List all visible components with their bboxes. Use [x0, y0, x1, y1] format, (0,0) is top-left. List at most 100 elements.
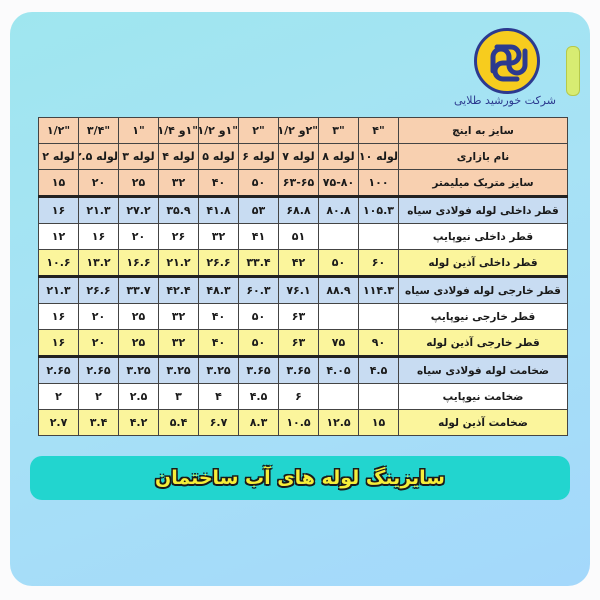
table-cell: ۱۶	[38, 303, 79, 330]
table-cell: ۱۰۰	[358, 169, 399, 198]
decorative-pill	[566, 46, 580, 96]
table-row: نام بازاری لوله ۱۰ لوله ۸ لوله ۷ لوله ۶ لوله …	[38, 143, 568, 170]
title-banner: سایزینگ لوله های آب ساختمان	[30, 456, 570, 500]
table-cell: ۵.۴	[158, 409, 199, 436]
table-cell: ۷۶.۱	[278, 276, 319, 304]
table-cell: لوله ۲	[38, 143, 79, 170]
table-cell: ۱۵	[358, 409, 399, 436]
company-name: شرکت خورشید طلایی	[454, 94, 556, 107]
table-cell: ۲۶.۶	[198, 249, 239, 278]
table-cell: ۶۰	[358, 249, 399, 278]
table-cell: ۱۰۵.۳	[358, 196, 399, 224]
table-cell: ۵۰	[318, 249, 359, 278]
table-cell: "۲و ۱/۲	[278, 117, 319, 144]
table-cell: ۸۰.۸	[318, 196, 359, 224]
table-cell: ۴۰	[198, 329, 239, 358]
table-cell: ۳.۲۵	[158, 356, 199, 384]
table-cell: ۵۰	[238, 303, 279, 330]
table-cell: لوله ۳	[118, 143, 159, 170]
row-label: قطر خارجی لوله فولادی سیاه	[398, 276, 568, 304]
table-cell: ۸.۳	[238, 409, 279, 436]
row-label: قطر داخلی لوله فولادی سیاه	[398, 196, 568, 224]
table-cell: ۳.۲۵	[198, 356, 239, 384]
table-cell: ۶۳	[278, 303, 319, 330]
table-cell: ۲.۷	[38, 409, 79, 436]
table-cell: ۴۱	[238, 223, 279, 250]
table-cell: "۱/۲	[38, 117, 79, 144]
table-cell: ۲۱.۲	[158, 249, 199, 278]
table-cell: ۴۰	[198, 169, 239, 198]
row-label: ضخامت نیوپایپ	[398, 383, 568, 410]
table-cell: ۹۰	[358, 329, 399, 358]
table-cell: ۳۲	[198, 223, 239, 250]
table-cell: لوله ۴	[158, 143, 199, 170]
table-cell: ۵۱	[278, 223, 319, 250]
table-cell: ۲۰	[78, 303, 119, 330]
table-row: سایز به اینچ "۴ "۳ "۲و ۱/۲ "۲ "۱و ۱/۲ "۱و ۱/۴ "…	[38, 117, 568, 144]
table-cell: ۱۶	[38, 329, 79, 358]
table-cell: ۲.۶۵	[78, 356, 119, 384]
table-cell: ۳۳.۷	[118, 276, 159, 304]
table-cell: ۶۰.۳	[238, 276, 279, 304]
table-cell: ۶۳-۶۵	[278, 169, 319, 198]
table-cell: لوله ۵	[198, 143, 239, 170]
table-cell: ۶.۷	[198, 409, 239, 436]
row-label: قطر خارجی آذین لوله	[398, 329, 568, 358]
table-cell: "۴	[358, 117, 399, 144]
table-cell: لوله ۶	[238, 143, 279, 170]
pipe-sizing-table: سایز به اینچ "۴ "۳ "۲و ۱/۲ "۲ "۱و ۱/۲ "۱و ۱/۴ "…	[38, 117, 568, 436]
table-cell: ۳	[158, 383, 199, 410]
table-cell: ۵۰	[238, 329, 279, 358]
table-cell: لوله ۷	[278, 143, 319, 170]
table-row: قطر خارجی نیوپایپ ۶۳ ۵۰ ۴۰ ۳۲ ۲۵ ۲۰ ۱۶	[38, 303, 568, 330]
table-cell: ۲۵	[118, 329, 159, 358]
table-cell: ۶	[278, 383, 319, 410]
table-row: قطر خارجی آذین لوله ۹۰ ۷۵ ۶۳ ۵۰ ۴۰ ۳۲ ۲۵ ۲۰ ۱۶	[38, 329, 568, 358]
row-label: ضخامت لوله فولادی سیاه	[398, 356, 568, 384]
table-row: قطر خارجی لوله فولادی سیاه ۱۱۴.۳ ۸۸.۹ ۷۶.۱ ۶…	[38, 276, 568, 304]
table-cell: ۴	[198, 383, 239, 410]
table-row: سایز متریک میلیمتر ۱۰۰ ۷۵-۸۰ ۶۳-۶۵ ۵۰ ۴۰ ۳۲ ۲۵ ۲…	[38, 169, 568, 198]
row-label: قطر داخلی نیوپایپ	[398, 223, 568, 250]
table-cell: "۲	[238, 117, 279, 144]
table-cell: ۲۷.۲	[118, 196, 159, 224]
table-cell: ۱۰.۵	[278, 409, 319, 436]
table-cell: ۴.۵	[358, 356, 399, 384]
table-cell: ۳۵.۹	[158, 196, 199, 224]
table-cell	[358, 303, 399, 330]
table-cell: ۶۳	[278, 329, 319, 358]
table-cell: ۲۰	[118, 223, 159, 250]
table-cell	[318, 303, 359, 330]
table-cell: ۳.۶۵	[278, 356, 319, 384]
table-cell: ۲۶.۶	[78, 276, 119, 304]
table-cell	[318, 383, 359, 410]
table-cell: ۲۰	[78, 169, 119, 198]
table-row: ضخامت لوله فولادی سیاه ۴.۵ ۴.۰۵ ۳.۶۵ ۳.۶۵ ۳.۲…	[38, 356, 568, 384]
table-cell: ۲۰	[78, 329, 119, 358]
table-cell: ۸۸.۹	[318, 276, 359, 304]
table-cell: ۲۵	[118, 169, 159, 198]
table-cell: ۵۳	[238, 196, 279, 224]
table-cell: ۴.۰۵	[318, 356, 359, 384]
table-cell: "۱و ۱/۲	[198, 117, 239, 144]
table-cell: ۴.۵	[238, 383, 279, 410]
table-cell: ۲	[78, 383, 119, 410]
table-cell: ۴.۲	[118, 409, 159, 436]
table-cell: "۳	[318, 117, 359, 144]
table-cell: ۱۵	[38, 169, 79, 198]
table-cell: ۲۱.۳	[38, 276, 79, 304]
table-cell: لوله ۱۰	[358, 143, 399, 170]
table-cell: ۴۱.۸	[198, 196, 239, 224]
table-cell	[358, 223, 399, 250]
table-cell: ۴۲.۴	[158, 276, 199, 304]
table-cell: ۱۶.۶	[118, 249, 159, 278]
table-cell: ۳۲	[158, 329, 199, 358]
table-cell: ۲	[38, 383, 79, 410]
table-cell: ۲.۵	[118, 383, 159, 410]
table-cell: لوله ۸	[318, 143, 359, 170]
table-cell: ۶۸.۸	[278, 196, 319, 224]
table-cell: ۱۲.۵	[318, 409, 359, 436]
table-row: ضخامت آذین لوله ۱۵ ۱۲.۵ ۱۰.۵ ۸.۳ ۶.۷ ۵.۴ ۴.۲ ۳.۴…	[38, 409, 568, 436]
table-cell: ۴۸.۳	[198, 276, 239, 304]
row-label: قطر داخلی آذین لوله	[398, 249, 568, 278]
